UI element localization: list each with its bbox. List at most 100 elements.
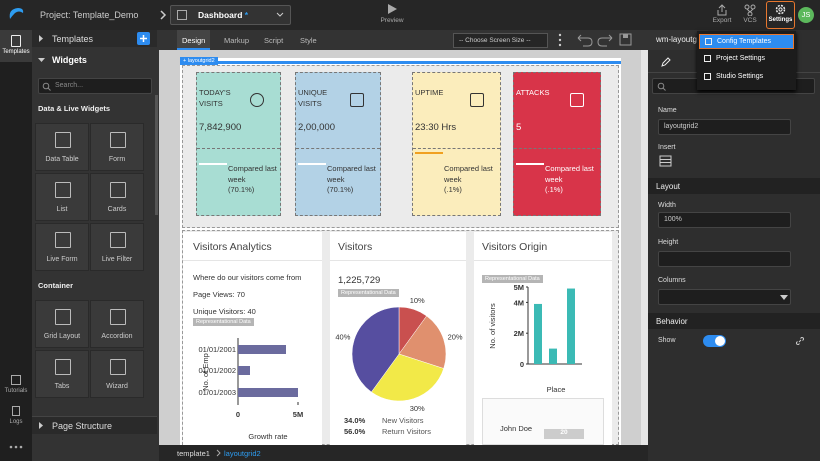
- data-table[interactable]: [482, 398, 604, 445]
- menu-item[interactable]: Project Settings: [699, 52, 794, 67]
- menu-item[interactable]: Config Templates: [699, 34, 794, 49]
- vcs-icon[interactable]: [744, 4, 756, 16]
- widget[interactable]: Tabs: [35, 350, 89, 398]
- tile-divider: [296, 148, 380, 149]
- visitors-panel[interactable]: Visitors 1,225,729 Representational Data…: [330, 232, 466, 445]
- widget-label[interactable]: Form: [108, 156, 126, 163]
- section-header[interactable]: Behavior: [648, 313, 820, 329]
- widget-icon: [110, 309, 126, 325]
- export-label[interactable]: Export: [712, 17, 732, 24]
- show-toggle[interactable]: [703, 335, 726, 347]
- logs-icon: [12, 406, 20, 416]
- insert-icon[interactable]: [659, 155, 672, 167]
- height-input[interactable]: [658, 251, 791, 267]
- kpi-tile[interactable]: UPTIME 23:30 Hrs Compared last week (.1%): [412, 72, 501, 216]
- templates-rail-label[interactable]: Templates: [2, 49, 30, 55]
- export-icon[interactable]: [716, 4, 728, 16]
- more-icon[interactable]: [8, 444, 24, 450]
- widget-label[interactable]: Grid Layout: [43, 333, 81, 340]
- widget[interactable]: Live Form: [35, 223, 89, 271]
- kpi-tile[interactable]: UNIQUE VISITS 2,00,000 Compared last week(…: [295, 72, 381, 216]
- widget-icon: [110, 182, 126, 198]
- widget-icon: [55, 132, 71, 148]
- add-button[interactable]: [137, 32, 150, 45]
- tile-compare: Compared last week: [545, 164, 594, 184]
- widget[interactable]: Live Filter: [90, 223, 144, 271]
- search-icon: [657, 82, 666, 91]
- table-cell: John Doe: [500, 424, 533, 433]
- widget[interactable]: Data Table: [35, 123, 89, 171]
- widget-label[interactable]: List: [56, 206, 68, 213]
- templates-header[interactable]: Templates: [52, 34, 94, 44]
- kpi-tile[interactable]: ATTACKS 5 Compared last week (.1%): [513, 72, 601, 216]
- tile-icon: [250, 93, 264, 107]
- edit-icon[interactable]: [660, 56, 672, 68]
- widget-label[interactable]: Cards: [107, 206, 127, 213]
- width-input[interactable]: 100%: [658, 212, 791, 228]
- badge: Representational Data: [482, 275, 543, 283]
- page-structure[interactable]: Page Structure: [52, 421, 113, 431]
- settings-label[interactable]: Settings: [768, 17, 793, 23]
- settings-button[interactable]: [766, 1, 795, 29]
- editor-tab[interactable]: Style: [300, 36, 317, 45]
- widget-label[interactable]: Tabs: [54, 383, 70, 390]
- section-header[interactable]: Layout: [648, 178, 820, 194]
- user-avatar[interactable]: JS: [798, 7, 814, 23]
- columns-select[interactable]: [658, 289, 791, 305]
- page-title: Dashboard: [198, 10, 243, 20]
- editor-tab[interactable]: Design: [177, 30, 211, 50]
- menu-label[interactable]: Studio Settings: [716, 73, 764, 80]
- menu-label[interactable]: Project Settings: [716, 55, 766, 62]
- project-name[interactable]: Project: Template_Demo: [40, 10, 139, 20]
- tile-divider: [413, 148, 500, 149]
- page-select[interactable]: [170, 5, 291, 25]
- breadcrumb-item[interactable]: layoutgrid2: [224, 449, 261, 458]
- logs-label[interactable]: Logs: [9, 419, 23, 425]
- toolbar-icons[interactable]: [556, 32, 646, 48]
- group-title: Container: [38, 281, 74, 290]
- screen-size-select[interactable]: -- Choose Screen Size --: [453, 33, 548, 48]
- logo[interactable]: [6, 5, 26, 25]
- widget-label[interactable]: Wizard: [106, 383, 128, 390]
- breadcrumb-item[interactable]: template1: [177, 449, 210, 458]
- tile-value: 2,00,000: [298, 122, 335, 133]
- widget-search[interactable]: Search...: [38, 78, 152, 94]
- preview-icon[interactable]: [386, 3, 398, 15]
- tile-line: [415, 152, 443, 154]
- widget[interactable]: Grid Layout: [35, 300, 89, 348]
- expand-arrow: [39, 35, 43, 42]
- caret: [780, 295, 788, 300]
- link-icon[interactable]: [795, 336, 805, 346]
- menu-item[interactable]: Studio Settings: [699, 70, 794, 85]
- settings-icon[interactable]: [774, 3, 787, 16]
- widget-label[interactable]: Accordion: [101, 333, 133, 340]
- editor-tab[interactable]: Markup: [224, 36, 250, 45]
- kpi-tile[interactable]: TODAY'S VISITS 7,842,900 Compared last wee…: [196, 72, 281, 216]
- widget[interactable]: List: [35, 173, 89, 221]
- widget-label[interactable]: Live Filter: [101, 256, 133, 263]
- widget[interactable]: Cards: [90, 173, 144, 221]
- tile-divider: [514, 148, 600, 149]
- widget[interactable]: Accordion: [90, 300, 144, 348]
- tile-compare: Compared last week: [327, 164, 376, 184]
- origin-panel[interactable]: Visitors Origin Representational Data Jo…: [474, 232, 612, 445]
- widget[interactable]: Form: [90, 123, 144, 171]
- widget-label[interactable]: Live Form: [46, 256, 78, 263]
- name-input[interactable]: layoutgrid2: [658, 119, 791, 135]
- page-structure-row[interactable]: [32, 416, 157, 434]
- grid-label[interactable]: + layoutgrid2: [180, 57, 218, 65]
- widget-label[interactable]: Data Table: [45, 156, 79, 163]
- vcs-label[interactable]: VCS: [743, 17, 757, 24]
- preview-label[interactable]: Preview: [380, 17, 404, 24]
- table-cell: 20: [544, 429, 584, 439]
- menu-label[interactable]: Config Templates: [717, 38, 771, 45]
- properties-tab[interactable]: wm-layoutgrid: [648, 30, 708, 50]
- editor-tab[interactable]: Script: [264, 36, 284, 45]
- tutorials-label[interactable]: Tutorials: [4, 388, 28, 394]
- chevron[interactable]: [158, 9, 168, 21]
- widget[interactable]: Wizard: [90, 350, 144, 398]
- collapse-arrow: [38, 58, 45, 62]
- templates-row[interactable]: [32, 30, 157, 47]
- analytics-panel[interactable]: Visitors Analytics Where do our visitors…: [183, 232, 322, 445]
- widgets-header[interactable]: Widgets: [52, 55, 87, 65]
